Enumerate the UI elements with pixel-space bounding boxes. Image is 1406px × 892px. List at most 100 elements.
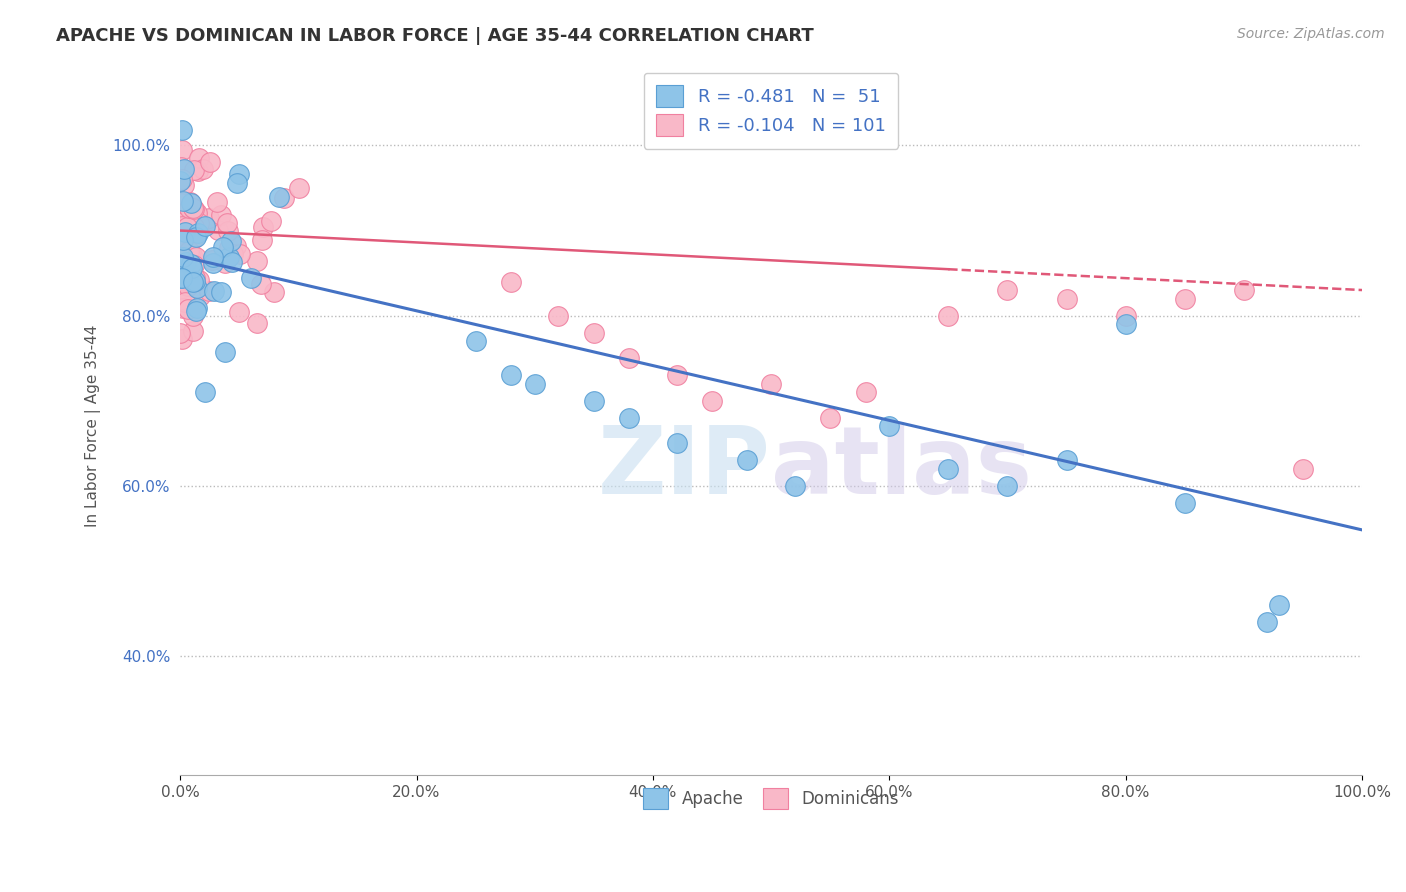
Point <box>252 220 274 235</box>
Point <box>187 216 209 230</box>
Point <box>169 282 191 296</box>
Point <box>187 163 209 178</box>
Point <box>936 461 959 475</box>
Point <box>170 223 193 237</box>
Point <box>174 263 197 277</box>
Y-axis label: In Labor Force | Age 35-44: In Labor Force | Age 35-44 <box>86 325 101 527</box>
Point <box>180 275 202 289</box>
Point <box>759 376 782 391</box>
Point <box>221 255 243 269</box>
Point <box>665 436 688 450</box>
Point <box>170 221 193 235</box>
Point <box>170 196 193 211</box>
Point <box>997 283 1019 297</box>
Point <box>173 270 195 285</box>
Point <box>1115 317 1137 331</box>
Point <box>172 233 194 247</box>
Text: atlas: atlas <box>770 422 1032 514</box>
Point <box>180 211 202 226</box>
Point <box>170 143 193 157</box>
Point <box>209 285 232 299</box>
Point <box>186 205 208 219</box>
Point <box>464 334 486 348</box>
Point <box>273 191 295 205</box>
Point <box>228 304 250 318</box>
Point <box>184 304 207 318</box>
Point <box>184 270 207 285</box>
Point <box>169 233 191 247</box>
Point <box>172 194 194 208</box>
Point <box>177 301 200 316</box>
Point <box>201 256 224 270</box>
Point <box>180 257 202 271</box>
Point <box>1174 292 1197 306</box>
Point <box>197 211 219 225</box>
Point <box>523 376 546 391</box>
Point <box>619 351 641 365</box>
Point <box>169 326 191 341</box>
Point <box>174 202 197 217</box>
Point <box>287 181 309 195</box>
Point <box>172 258 194 272</box>
Point <box>198 154 221 169</box>
Point <box>179 244 201 259</box>
Point <box>193 219 215 233</box>
Point <box>174 255 197 269</box>
Point <box>218 250 240 264</box>
Point <box>218 241 240 255</box>
Point <box>181 232 204 246</box>
Text: APACHE VS DOMINICAN IN LABOR FORCE | AGE 35-44 CORRELATION CHART: APACHE VS DOMINICAN IN LABOR FORCE | AGE… <box>56 27 814 45</box>
Point <box>184 250 207 264</box>
Point <box>181 275 204 289</box>
Point <box>170 160 193 174</box>
Point <box>174 197 197 211</box>
Point <box>187 273 209 287</box>
Point <box>221 234 243 248</box>
Point <box>214 344 236 359</box>
Point <box>619 410 641 425</box>
Point <box>214 256 236 270</box>
Point <box>249 277 271 292</box>
Point <box>1115 309 1137 323</box>
Point <box>1056 292 1078 306</box>
Point <box>172 250 194 264</box>
Point <box>172 270 194 285</box>
Point <box>1292 461 1315 475</box>
Point <box>246 254 269 268</box>
Point <box>700 393 723 408</box>
Point <box>226 177 249 191</box>
Point <box>170 229 193 244</box>
Point <box>582 393 605 408</box>
Point <box>170 332 193 346</box>
Point <box>183 220 205 235</box>
Point <box>818 410 841 425</box>
Point <box>582 326 605 340</box>
Point <box>176 219 198 234</box>
Point <box>186 301 208 315</box>
Point <box>174 197 197 211</box>
Point <box>173 225 195 239</box>
Point <box>180 260 202 275</box>
Point <box>1256 615 1278 629</box>
Point <box>180 232 202 246</box>
Point <box>499 368 522 383</box>
Point <box>180 196 202 211</box>
Legend: Apache, Dominicans: Apache, Dominicans <box>637 781 905 815</box>
Point <box>1268 598 1291 612</box>
Point <box>269 190 291 204</box>
Point <box>188 151 211 165</box>
Point <box>170 293 193 307</box>
Point <box>184 229 207 244</box>
Point <box>181 247 204 261</box>
Point <box>177 201 200 215</box>
Point <box>181 201 204 215</box>
Point <box>170 262 193 277</box>
Text: ZIP: ZIP <box>598 422 770 514</box>
Point <box>225 238 247 252</box>
Point <box>499 275 522 289</box>
Point <box>183 258 205 272</box>
Point <box>183 202 205 216</box>
Point <box>783 478 806 492</box>
Point <box>169 235 191 250</box>
Point <box>194 384 217 399</box>
